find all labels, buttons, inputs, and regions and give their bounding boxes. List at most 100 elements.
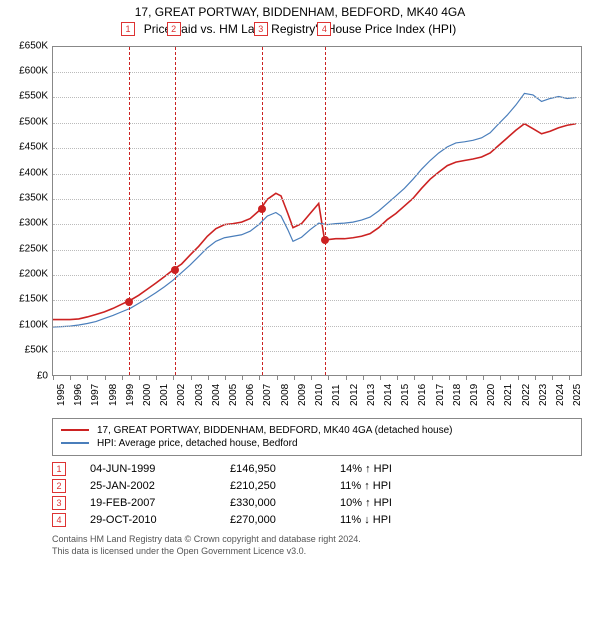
event-row: 225-JAN-2002£210,25011% ↑ HPI: [52, 479, 582, 493]
y-gridline: [53, 148, 581, 149]
x-axis-label: 2009: [297, 383, 308, 405]
x-tick: [363, 375, 364, 380]
y-gridline: [53, 224, 581, 225]
footer-line-2: This data is licensed under the Open Gov…: [52, 545, 582, 557]
y-axis-label: £200K: [8, 269, 48, 280]
x-axis-label: 2008: [280, 383, 291, 405]
event-diff: 11% ↓ HPI: [340, 514, 391, 526]
x-axis-label: 2011: [331, 384, 342, 406]
y-axis-label: £350K: [8, 192, 48, 203]
x-axis-label: 2005: [228, 383, 239, 405]
x-tick: [328, 375, 329, 380]
event-point: [321, 236, 329, 244]
x-tick: [191, 375, 192, 380]
legend: 17, GREAT PORTWAY, BIDDENHAM, BEDFORD, M…: [52, 418, 582, 456]
event-diff: 14% ↑ HPI: [340, 463, 392, 475]
x-axis-label: 2012: [349, 383, 360, 405]
event-point: [258, 205, 266, 213]
x-axis-label: 1995: [56, 383, 67, 405]
event-number: 2: [52, 479, 66, 493]
title-line-2: Price paid vs. HM Land Registry's House …: [8, 21, 592, 38]
y-axis-label: £0: [8, 370, 48, 381]
x-axis-label: 2017: [435, 383, 446, 405]
x-axis-label: 2015: [400, 383, 411, 405]
x-axis-label: 2016: [417, 383, 428, 405]
y-gridline: [53, 275, 581, 276]
x-tick: [173, 375, 174, 380]
x-tick: [70, 375, 71, 380]
x-axis-label: 2025: [572, 383, 583, 405]
x-axis-label: 1998: [108, 383, 119, 405]
y-gridline: [53, 351, 581, 352]
x-axis-label: 1997: [90, 383, 101, 405]
x-axis-label: 2007: [262, 383, 273, 405]
x-tick: [105, 375, 106, 380]
x-axis-label: 2004: [211, 383, 222, 405]
x-axis-label: 2018: [452, 383, 463, 405]
y-gridline: [53, 72, 581, 73]
x-axis-label: 2022: [521, 383, 532, 405]
event-date: 04-JUN-1999: [90, 463, 230, 475]
event-number: 3: [52, 496, 66, 510]
event-marker-box: 2: [167, 22, 181, 36]
x-tick: [483, 375, 484, 380]
y-gridline: [53, 97, 581, 98]
y-gridline: [53, 174, 581, 175]
y-gridline: [53, 199, 581, 200]
y-axis-label: £600K: [8, 65, 48, 76]
x-tick: [156, 375, 157, 380]
event-row: 429-OCT-2010£270,00011% ↓ HPI: [52, 513, 582, 527]
x-tick: [535, 375, 536, 380]
y-axis-label: £100K: [8, 319, 48, 330]
x-axis-label: 2019: [469, 383, 480, 405]
event-date: 25-JAN-2002: [90, 480, 230, 492]
x-axis-label: 2023: [538, 383, 549, 405]
title-line-1: 17, GREAT PORTWAY, BIDDENHAM, BEDFORD, M…: [8, 4, 592, 21]
x-tick: [414, 375, 415, 380]
x-axis-label: 2003: [194, 383, 205, 405]
x-axis-label: 2013: [366, 383, 377, 405]
x-tick: [139, 375, 140, 380]
chart-area: £0£50K£100K£150K£200K£250K£300K£350K£400…: [8, 42, 592, 412]
x-tick: [87, 375, 88, 380]
y-axis-label: £150K: [8, 294, 48, 305]
x-tick: [53, 375, 54, 380]
y-axis-label: £650K: [8, 40, 48, 51]
chart-title: 17, GREAT PORTWAY, BIDDENHAM, BEDFORD, M…: [8, 4, 592, 38]
event-diff: 10% ↑ HPI: [340, 497, 392, 509]
event-row: 319-FEB-2007£330,00010% ↑ HPI: [52, 496, 582, 510]
x-tick: [277, 375, 278, 380]
legend-swatch: [61, 429, 89, 431]
x-axis-label: 1996: [73, 383, 84, 405]
event-point: [125, 298, 133, 306]
event-vline: [175, 47, 176, 375]
x-tick: [208, 375, 209, 380]
event-marker-box: 3: [254, 22, 268, 36]
x-tick: [552, 375, 553, 380]
event-number: 4: [52, 513, 66, 527]
x-axis-label: 2021: [503, 383, 514, 405]
event-diff: 11% ↑ HPI: [340, 480, 391, 492]
x-axis-label: 2024: [555, 383, 566, 405]
x-tick: [397, 375, 398, 380]
x-tick: [259, 375, 260, 380]
x-tick: [500, 375, 501, 380]
event-date: 19-FEB-2007: [90, 497, 230, 509]
legend-swatch: [61, 442, 89, 444]
x-tick: [380, 375, 381, 380]
legend-item: 17, GREAT PORTWAY, BIDDENHAM, BEDFORD, M…: [61, 425, 573, 436]
x-axis-label: 2010: [314, 383, 325, 405]
x-tick: [449, 375, 450, 380]
series-line: [53, 93, 576, 327]
event-price: £146,950: [230, 463, 340, 475]
x-tick: [311, 375, 312, 380]
x-tick: [569, 375, 570, 380]
chart-container: 17, GREAT PORTWAY, BIDDENHAM, BEDFORD, M…: [0, 0, 600, 565]
x-tick: [466, 375, 467, 380]
event-vline: [325, 47, 326, 375]
event-number: 1: [52, 462, 66, 476]
series-line: [53, 123, 576, 319]
x-axis-label: 2014: [383, 383, 394, 405]
x-tick: [242, 375, 243, 380]
x-tick: [432, 375, 433, 380]
